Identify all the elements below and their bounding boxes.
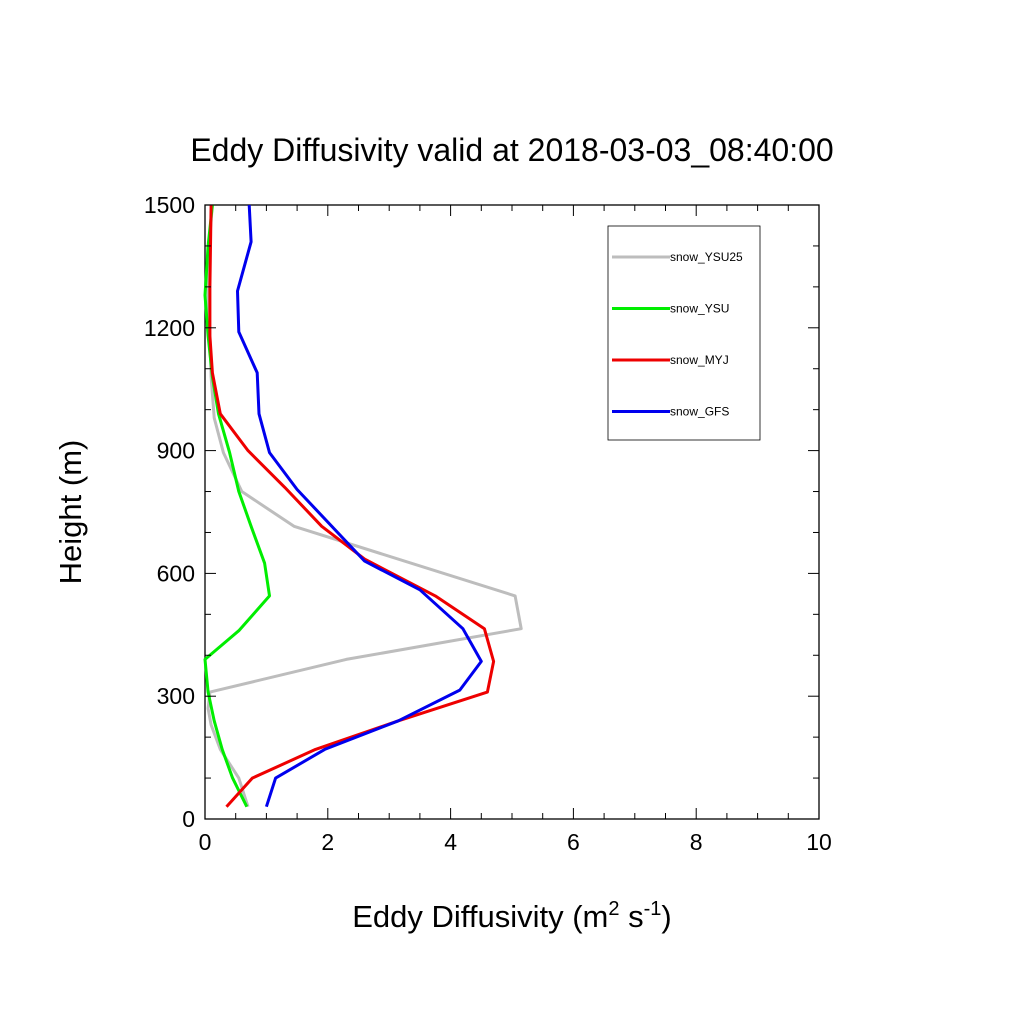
x-tick-label: 2: [321, 829, 334, 855]
legend-entry-label: snow_YSU: [670, 302, 729, 316]
x-tick-label: 6: [567, 829, 580, 855]
x-tick-label: 10: [806, 829, 832, 855]
y-axis-label: Height (m): [53, 440, 88, 585]
legend: snow_YSU25 snow_YSU snow_MYJ snow_GFS: [607, 225, 761, 441]
legend-entry-label: snow_GFS: [670, 405, 729, 419]
x-tick-label: 8: [690, 829, 703, 855]
legend-box: [607, 225, 761, 441]
y-tick-label: 1200: [144, 315, 195, 341]
y-tick-label: 600: [157, 560, 195, 586]
legend-entry-label: snow_MYJ: [670, 353, 729, 367]
axis-ticks: 0 2 4 6 8 10 0 300 600 900 1200 1500: [144, 192, 832, 855]
x-tick-label: 4: [444, 829, 457, 855]
series-line-snow-ysu: [203, 204, 271, 808]
y-tick-label: 900: [157, 438, 195, 464]
series-line-snow-myj: [208, 204, 496, 808]
y-tick-label: 0: [182, 806, 195, 832]
y-tick-label: 1500: [144, 192, 195, 218]
x-tick-label: 0: [199, 829, 212, 855]
series-line-snow-ysu25: [206, 204, 523, 808]
series-line-snow-gfs: [236, 204, 483, 808]
chart-title: Eddy Diffusivity valid at 2018-03-03_08:…: [190, 132, 833, 168]
y-tick-label: 300: [157, 683, 195, 709]
x-axis-label: Eddy Diffusivity (m2 s-1): [352, 898, 671, 934]
legend-entry-label: snow_YSU25: [670, 250, 743, 264]
series-layer: [203, 204, 523, 808]
